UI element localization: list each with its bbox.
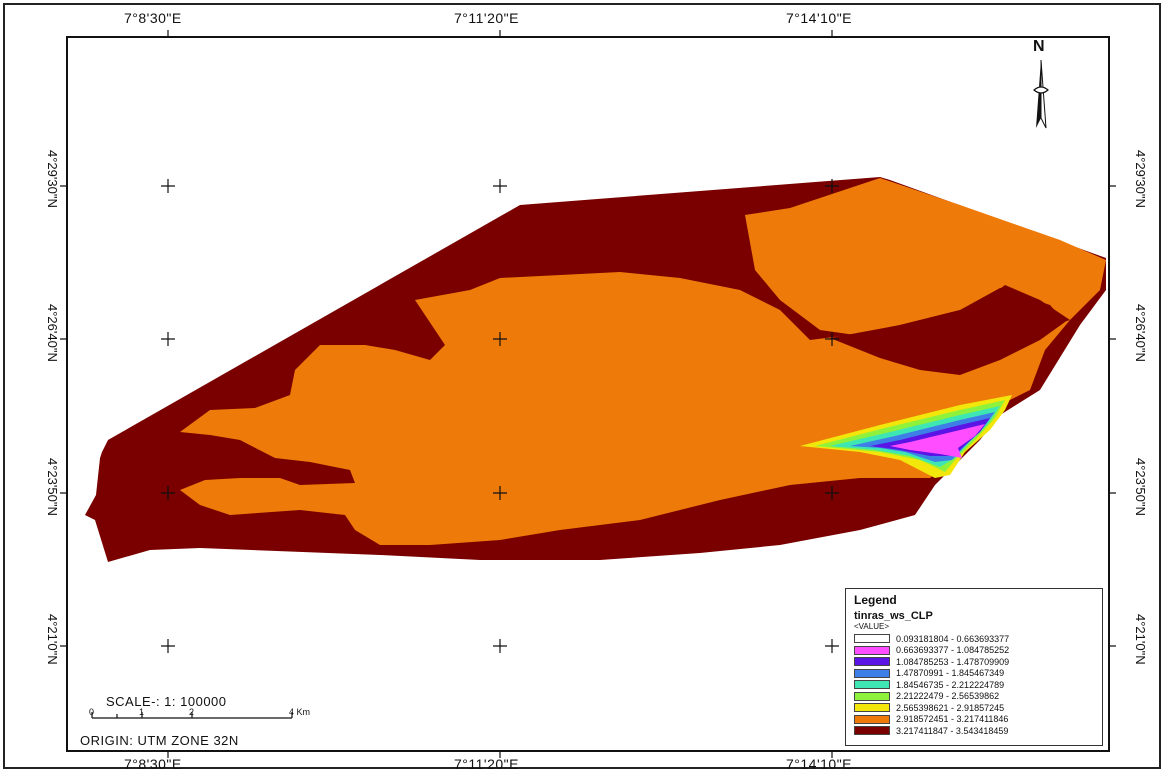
outer-border bbox=[3, 3, 1161, 769]
legend-item-label: 1.084785253 - 1.478709909 bbox=[896, 656, 1010, 667]
legend-swatch bbox=[854, 714, 890, 724]
legend: Legend tinras_ws_CLP <VALUE> 0.093181804… bbox=[845, 588, 1103, 746]
legend-rows: 0.093181804 - 0.663693377 0.663693377 - 1… bbox=[854, 633, 1094, 737]
origin-label: ORIGIN: UTM ZONE 32N bbox=[80, 733, 239, 748]
legend-item: 1.47870991 - 1.845467349 bbox=[854, 668, 1094, 680]
scale-tick-0: 0 bbox=[89, 707, 95, 717]
lon-label-top-3: 7°14'10"E bbox=[786, 10, 853, 26]
legend-item: 1.84546735 - 2.212224789 bbox=[854, 679, 1094, 691]
legend-swatch bbox=[854, 691, 890, 701]
lon-label-bottom-2: 7°11'20"E bbox=[454, 756, 519, 772]
frame-ticks bbox=[60, 30, 1116, 758]
scale-tick-4km: 4 Km bbox=[289, 707, 311, 717]
legend-swatch bbox=[854, 657, 890, 667]
legend-item: 2.565398621 - 2.91857245 bbox=[854, 702, 1094, 714]
zone-dark-red-northeast-inset bbox=[830, 288, 1065, 375]
legend-item: 0.663693377 - 1.084785252 bbox=[854, 645, 1094, 657]
legend-swatch bbox=[854, 668, 890, 678]
graticule-crosses bbox=[161, 179, 839, 653]
scale-label: SCALE-: 1: 100000 bbox=[106, 694, 227, 709]
legend-item-label: 2.21222479 - 2.56539862 bbox=[896, 691, 1000, 702]
legend-swatch bbox=[854, 645, 890, 655]
legend-item: 3.217411847 - 3.543418459 bbox=[854, 725, 1094, 737]
legend-item: 1.084785253 - 1.478709909 bbox=[854, 656, 1094, 668]
scale-tick-2: 2 bbox=[189, 707, 195, 717]
legend-item-label: 0.093181804 - 0.663693377 bbox=[896, 633, 1010, 644]
legend-item: 0.093181804 - 0.663693377 bbox=[854, 633, 1094, 645]
lon-label-top-1: 7°8'30"E bbox=[124, 10, 182, 26]
zone-orange-northeast bbox=[745, 178, 1106, 335]
legend-swatch bbox=[854, 634, 890, 644]
scale-bar bbox=[91, 712, 293, 719]
legend-title: Legend bbox=[854, 593, 897, 607]
legend-item: 2.21222479 - 2.56539862 bbox=[854, 691, 1094, 703]
lon-label-bottom-1: 7°8'30"E bbox=[124, 756, 182, 772]
north-label: N bbox=[1033, 38, 1045, 55]
legend-item: 2.918572451 - 3.217411846 bbox=[854, 714, 1094, 726]
legend-item-label: 3.217411847 - 3.543418459 bbox=[896, 725, 1009, 736]
scale-tick-1: 1 bbox=[139, 707, 145, 717]
legend-layer-name: tinras_ws_CLP bbox=[854, 610, 933, 622]
legend-field-name: <VALUE> bbox=[854, 622, 889, 631]
legend-item-label: 1.47870991 - 1.845467349 bbox=[896, 668, 1005, 679]
zone-magenta bbox=[890, 424, 985, 458]
legend-item-label: 0.663693377 - 1.084785252 bbox=[896, 645, 1010, 656]
legend-item-label: 2.918572451 - 3.217411846 bbox=[896, 714, 1009, 725]
legend-swatch bbox=[854, 703, 890, 713]
legend-swatch bbox=[854, 680, 890, 690]
north-arrow-icon bbox=[1033, 59, 1049, 129]
legend-swatch bbox=[854, 726, 890, 736]
lon-label-top-2: 7°11'20"E bbox=[454, 10, 519, 26]
legend-item-label: 1.84546735 - 2.212224789 bbox=[896, 679, 1005, 690]
legend-item-label: 2.565398621 - 2.91857245 bbox=[896, 702, 1005, 713]
lon-label-bottom-3: 7°14'10"E bbox=[786, 756, 853, 772]
